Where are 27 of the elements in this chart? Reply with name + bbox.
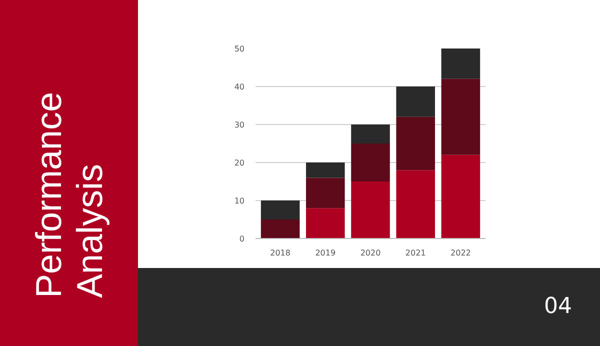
- bar: [306, 162, 345, 178]
- bar: [306, 178, 345, 208]
- y-tick-label: 0: [239, 234, 245, 244]
- y-tick-label: 10: [234, 196, 245, 206]
- bar: [351, 182, 390, 238]
- x-tick-label: 2021: [405, 248, 426, 258]
- y-tick-label: 20: [234, 158, 245, 168]
- bar: [396, 170, 435, 238]
- x-tick-label: 2022: [450, 248, 471, 258]
- bar: [306, 208, 345, 238]
- text: 04: [544, 293, 572, 322]
- bar: [260, 200, 300, 220]
- y-tick-label: 40: [234, 82, 245, 92]
- y-tick-label: 50: [234, 44, 245, 54]
- bar: [351, 144, 390, 182]
- text: Performance Analysis: [28, 90, 110, 298]
- bar: [396, 116, 435, 170]
- x-tick-label: 2019: [315, 248, 336, 258]
- bar: [441, 154, 480, 238]
- bar: [441, 48, 480, 79]
- x-tick-label: 2018: [270, 248, 290, 258]
- y-tick-label: 30: [234, 120, 245, 130]
- bar: [260, 220, 300, 238]
- bar: [441, 78, 480, 155]
- x-tick-label: 2020: [360, 248, 381, 258]
- bar: [351, 124, 390, 144]
- bar: [396, 86, 435, 117]
